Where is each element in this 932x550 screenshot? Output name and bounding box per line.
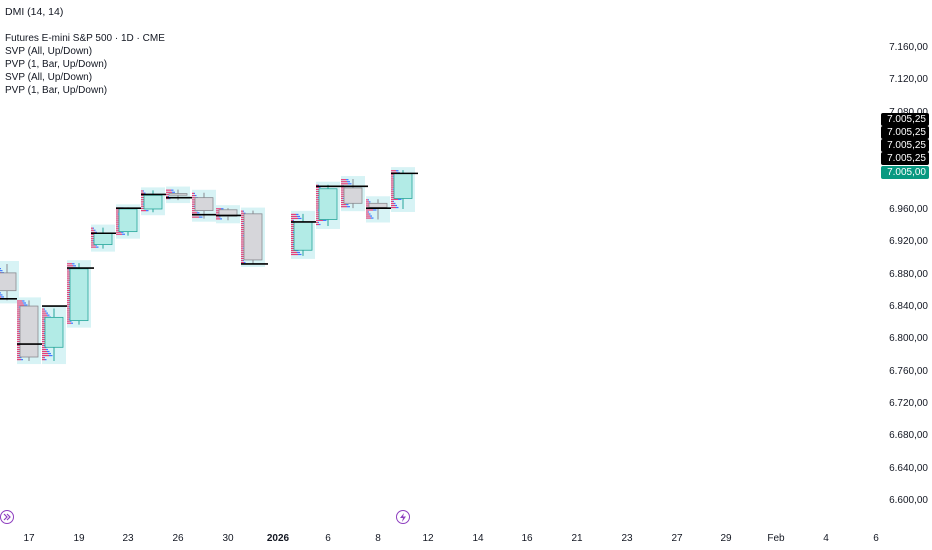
price-tag: 7.005,25 — [881, 113, 929, 126]
candle[interactable] — [91, 224, 118, 252]
candle-body — [393, 172, 413, 199]
legend-pvp-2[interactable]: PVP (1, Bar, Up/Down) — [5, 85, 108, 96]
candle[interactable] — [0, 260, 22, 304]
candle[interactable] — [116, 204, 143, 239]
price-tag: 7.005,25 — [881, 126, 929, 139]
candle-body — [69, 268, 89, 322]
price-axis-label: 6.800,00 — [889, 333, 928, 345]
candles-layer — [0, 167, 418, 365]
candle-body — [143, 194, 163, 210]
time-axis-label: 23 — [122, 533, 134, 544]
candle[interactable] — [42, 305, 69, 365]
price-tag: 7.005,25 — [881, 139, 929, 152]
candle-body — [0, 272, 17, 292]
candle[interactable] — [341, 176, 368, 212]
price-axis-label: 6.600,00 — [889, 495, 928, 506]
double-chevron-right-icon[interactable] — [0, 510, 14, 524]
price-axis-label: 7.160,00 — [889, 42, 928, 53]
candle-body — [318, 188, 338, 220]
time-axis-label: 2026 — [266, 533, 290, 544]
time-axis-label: 14 — [472, 533, 484, 544]
time-axis-label: 17 — [23, 533, 35, 544]
chart-area[interactable] — [0, 0, 880, 525]
candle[interactable] — [192, 189, 219, 222]
legend-main-title[interactable]: Futures E-mini S&P 500 · 1D · CME — [5, 33, 165, 44]
candle-body — [243, 213, 263, 261]
lightning-icon[interactable] — [396, 510, 410, 524]
price-scale[interactable]: 7.160,00 7.120,00 7.080,00 6.960,00 6.920,00… — [880, 0, 932, 525]
candle[interactable] — [166, 186, 193, 204]
time-axis-label: 8 — [375, 533, 381, 544]
price-axis-label: 6.640,00 — [889, 462, 928, 474]
time-axis-label: 19 — [73, 533, 85, 544]
indicator-header[interactable]: DMI (14, 14) — [5, 6, 64, 18]
legend-svp-1[interactable]: SVP (All, Up/Down) — [5, 46, 93, 57]
time-axis-label: 26 — [172, 533, 184, 544]
price-axis-label: 6.760,00 — [889, 365, 928, 377]
price-axis-label: 7.080,00 — [889, 107, 928, 118]
candle[interactable] — [391, 167, 418, 212]
time-axis-label: 6 — [325, 533, 331, 544]
candle-body — [293, 221, 313, 251]
time-axis-label: Feb — [767, 533, 785, 544]
candle[interactable] — [216, 205, 243, 224]
price-axis-label: 6.680,00 — [889, 430, 928, 442]
candle-body — [168, 193, 188, 196]
price-axis-label: 6.840,00 — [889, 300, 928, 312]
candle-body — [218, 209, 238, 217]
candle[interactable] — [17, 297, 44, 365]
time-scale[interactable]: 17 19 23 26 30 2026 6 8 12 14 16 21 23 27 29 Feb 4 6 — [0, 525, 932, 550]
price-axis-label: 6.720,00 — [889, 397, 928, 409]
time-axis-label: 23 — [621, 533, 633, 544]
candle-body — [368, 202, 388, 208]
candle-body — [19, 305, 39, 358]
price-tag: 7.005,25 — [881, 152, 929, 165]
candle[interactable] — [67, 260, 94, 328]
time-axis-label: 30 — [222, 533, 234, 544]
candle[interactable] — [141, 187, 168, 216]
time-axis-label: 4 — [823, 533, 829, 544]
candle-body — [44, 316, 64, 348]
time-axis-label: 29 — [720, 533, 732, 544]
candle-body — [93, 232, 113, 245]
price-axis-label: 6.880,00 — [889, 268, 928, 280]
candle[interactable] — [316, 181, 343, 229]
legend-svp-2[interactable]: SVP (All, Up/Down) — [5, 72, 93, 83]
price-axis-label: 6.960,00 — [889, 203, 928, 215]
time-axis-label: 27 — [671, 533, 683, 544]
time-axis-label: 6 — [873, 533, 879, 544]
price-axis-label: 7.120,00 — [889, 74, 928, 86]
time-axis-label: 21 — [571, 533, 583, 544]
candle[interactable] — [291, 210, 318, 259]
price-tag: 7.005,00 — [881, 166, 929, 179]
time-axis-label: 12 — [422, 533, 434, 544]
candle-body — [118, 208, 138, 233]
legend-pvp-1[interactable]: PVP (1, Bar, Up/Down) — [5, 59, 108, 70]
candle[interactable] — [241, 207, 268, 267]
candle-body — [194, 197, 214, 211]
candle-body — [343, 187, 363, 204]
time-axis-label: 16 — [521, 533, 533, 544]
candle[interactable] — [366, 196, 393, 223]
price-axis-label: 6.920,00 — [889, 236, 928, 248]
